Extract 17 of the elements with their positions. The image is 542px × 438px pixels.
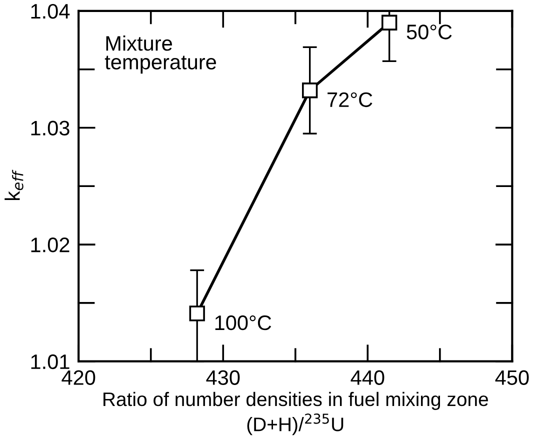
- y-tick-label: 1.02: [31, 238, 70, 252]
- point: [302, 82, 318, 98]
- annotation: 72°C: [328, 92, 372, 108]
- point: [189, 306, 205, 322]
- y-tick-label: 1.03: [31, 120, 70, 136]
- y-axis-title: k$_{eff}$: [4, 170, 24, 200]
- annotation: 50°C: [406, 24, 452, 40]
- x-axis-title: Ratio of number densities in fuel mixing zone (D+H)/$^{235}$U: [104, 392, 488, 436]
- x-tick-label: 420: [62, 370, 96, 385]
- annotation: 100°C: [215, 315, 272, 330]
- x-tick-label: 450: [495, 370, 529, 385]
- y-tick-label: 1.01: [31, 354, 70, 370]
- x-tick-label: 440: [350, 370, 384, 385]
- annotation: Mixture temperature: [104, 35, 216, 74]
- point: [381, 14, 398, 30]
- x-tick-label: 430: [206, 370, 240, 385]
- y-tick-label: 1.04: [31, 4, 70, 19]
